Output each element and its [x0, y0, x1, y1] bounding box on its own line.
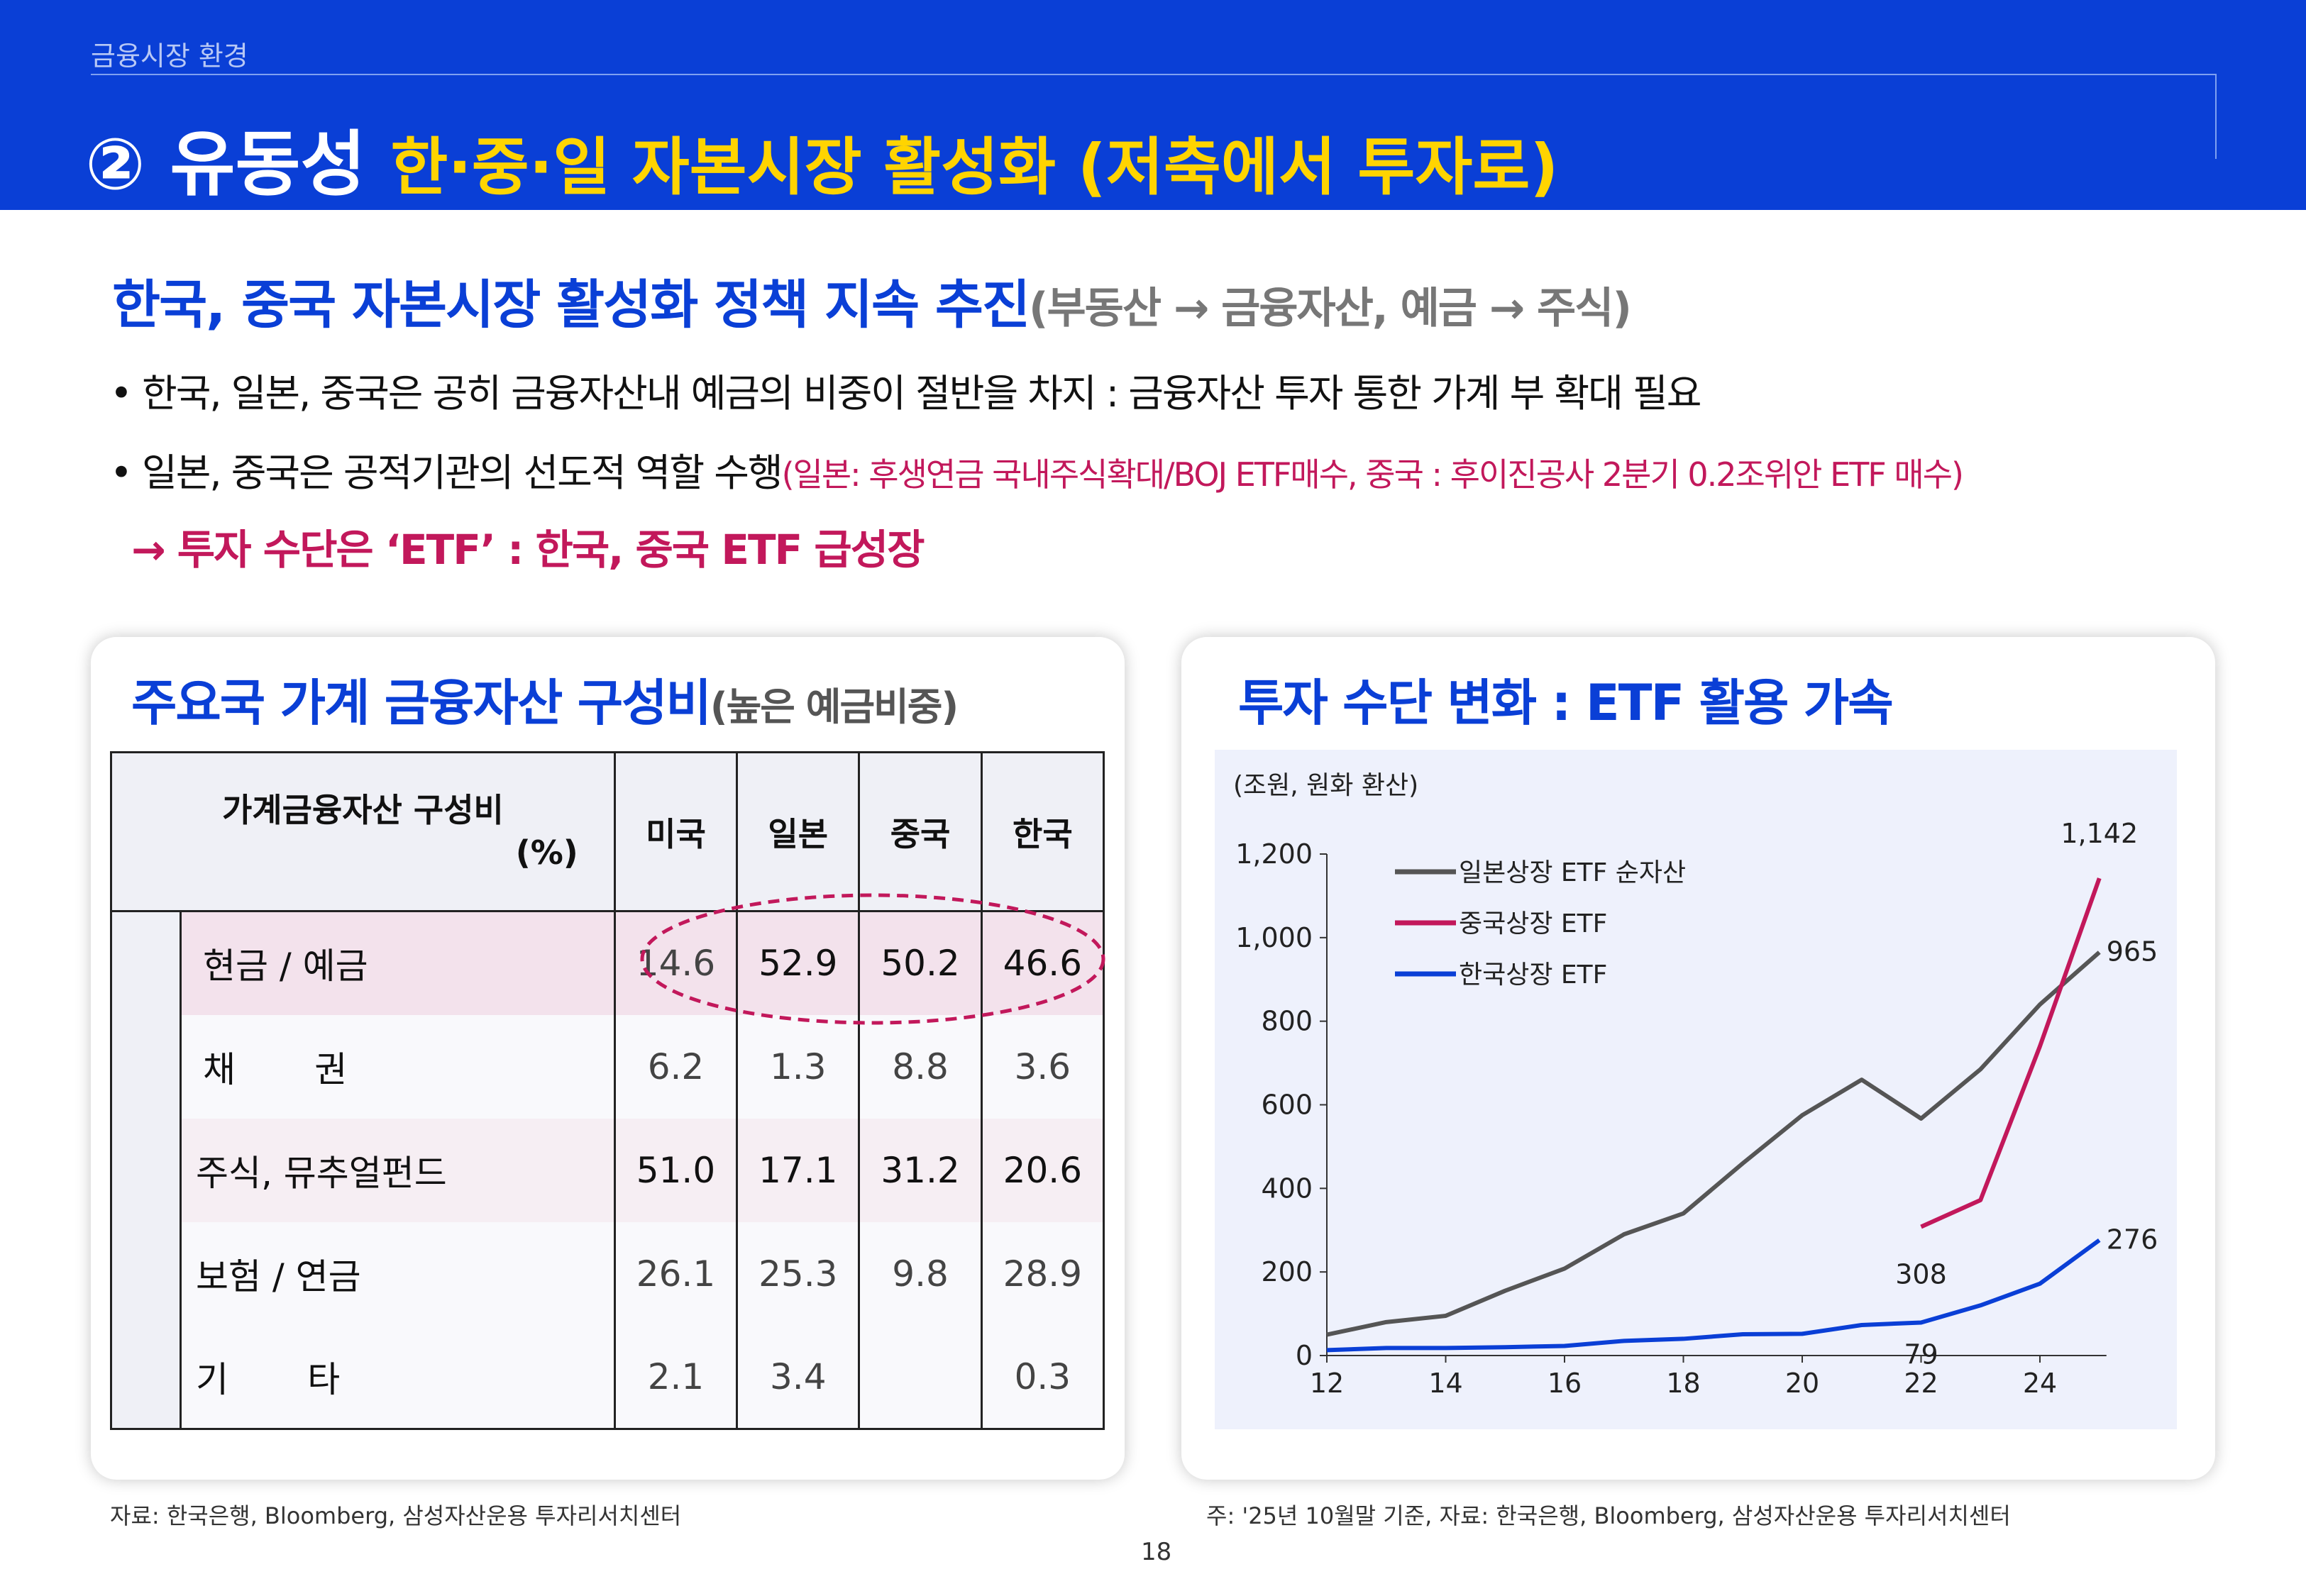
- annotation-korea-2022: 79: [1904, 1339, 1938, 1370]
- row-label: 기 타: [180, 1325, 616, 1430]
- headline-main: 한국, 중국 자본시장 활성화 정책 지속 추진: [112, 275, 1030, 336]
- x-tick-label: 12: [1310, 1368, 1344, 1399]
- title-main: 유동성: [170, 123, 366, 206]
- table-row: 보험 / 연금 26.1 25.3 9.8 28.9: [111, 1221, 1105, 1326]
- title-sub: 한·중·일 자본시장 활성화 (저축에서 투자로): [390, 131, 1559, 204]
- table-row: 현금 / 예금 14.6 52.9 50.2 46.6: [110, 910, 1105, 1430]
- cell: 46.6: [981, 911, 1105, 1015]
- cell: 3.6: [981, 1014, 1105, 1119]
- conclusion: → 투자 수단은 ‘ETF’ : 한국, 중국 ETF 급성장: [131, 526, 925, 574]
- cell: 8.8: [859, 1014, 983, 1119]
- header-divider: [91, 74, 2217, 75]
- table-row: 채 권 6.2 1.3 8.8 3.6: [111, 1014, 1105, 1119]
- page-title: ② 유동성 한·중·일 자본시장 활성화 (저축에서 투자로): [85, 106, 1559, 209]
- table-row: 기 타 2.1 3.4 0.3: [111, 1325, 1105, 1430]
- cell: 20.6: [981, 1118, 1105, 1222]
- series-line-1: [1920, 877, 2102, 1229]
- annotation-japan-2025: 965: [2107, 936, 2158, 967]
- right-source: 주: '25년 10월말 기준, 자료: 한국은행, Bloomberg, 삼성…: [1206, 1502, 2011, 1529]
- bullet-2-text: • 일본, 중국은 공적기관의 선도적 역할 수행: [110, 450, 783, 495]
- y-tick-label: 800: [1261, 1006, 1313, 1037]
- series-line-2: [1326, 1238, 2101, 1353]
- cell: 1.3: [737, 1014, 861, 1119]
- headline: 한국, 중국 자본시장 활성화 정책 지속 추진(부동산 → 금융자산, 예금 …: [112, 262, 1632, 338]
- title-number: ②: [85, 123, 145, 206]
- headline-note: (부동산 → 금융자산, 예금 → 주식): [1029, 284, 1632, 333]
- row-label: 현금 / 예금: [180, 911, 616, 1015]
- header-bar: [0, 0, 2306, 210]
- bullet-1: • 한국, 일본, 중국은 공히 금융자산내 예금의 비중이 절반을 차지 : …: [110, 371, 1701, 416]
- etf-line-chart: (조원, 원화 환산) 0 200 400 600 800 1,000 1,200 12 14 1…: [1215, 750, 2177, 1429]
- unit-label: (조원, 원화 환산): [1233, 771, 1418, 800]
- row-indent: [110, 910, 182, 1430]
- row-label: 보험 / 연금: [180, 1221, 616, 1326]
- table-row: 주식, 뮤추얼펀드 51.0 17.1 31.2 20.6: [111, 1118, 1105, 1222]
- left-source: 자료: 한국은행, Bloomberg, 삼성자산운용 투자리서치센터: [110, 1502, 682, 1529]
- x-tick-label: 16: [1548, 1368, 1582, 1399]
- x-tick-label: 14: [1428, 1368, 1462, 1399]
- asset-composition-table: 가계금융자산 구성비 (%) 미국 일본 중국 한국 현금 / 예금 14.6 5…: [110, 751, 1105, 1430]
- y-tick-label: 200: [1261, 1256, 1313, 1287]
- cell: 31.2: [859, 1118, 983, 1222]
- y-tick-label: 600: [1261, 1090, 1313, 1121]
- y-tick-label: 0: [1296, 1340, 1313, 1371]
- col-header: 중국: [858, 751, 983, 912]
- cell: 50.2: [859, 911, 983, 1015]
- cell: 25.3: [737, 1221, 861, 1326]
- x-tick-label: 20: [1785, 1368, 1819, 1399]
- col-header: 일본: [736, 751, 861, 912]
- y-tick-label: 1,200: [1235, 838, 1313, 870]
- table-corner: 가계금융자산 구성비 (%): [110, 751, 616, 912]
- header-divider-vertical: [2215, 74, 2217, 159]
- cell: 2.1: [614, 1325, 739, 1430]
- legend-label: 중국상장 ETF: [1459, 909, 1607, 938]
- annotation-china-2025: 1,142: [2060, 818, 2138, 849]
- cell: 3.4: [737, 1325, 861, 1430]
- cell: 6.2: [614, 1014, 739, 1119]
- corner-line1: 가계금융자산 구성비: [221, 790, 504, 829]
- x-tick-label: 22: [1904, 1368, 1938, 1399]
- bullet-2-note: (일본: 후생연금 국내주식확대/BOJ ETF매수, 중국 : 후이진공사 2…: [781, 455, 1964, 494]
- bullet-2: • 일본, 중국은 공적기관의 선도적 역할 수행(일본: 후생연금 국내주식확…: [110, 441, 1964, 497]
- page-number: 18: [1141, 1538, 1172, 1566]
- annotation-china-2022: 308: [1895, 1259, 1947, 1290]
- series-line-0: [1326, 951, 2101, 1337]
- y-tick-label: 400: [1261, 1173, 1313, 1204]
- col-header: 미국: [613, 751, 739, 912]
- cell: 0.3: [981, 1325, 1105, 1430]
- left-title-text: 주요국 가계 금융자산 구성비: [131, 674, 712, 732]
- y-tick-label: 1,000: [1235, 922, 1313, 953]
- cell: 17.1: [737, 1118, 861, 1222]
- legend-label: 일본상장 ETF 순자산: [1459, 858, 1686, 887]
- cell: 51.0: [614, 1118, 739, 1222]
- cell: 52.9: [737, 911, 861, 1015]
- x-tick-label: 18: [1666, 1368, 1700, 1399]
- annotation-korea-2025: 276: [2107, 1224, 2158, 1255]
- right-panel-title: 투자 수단 변화 : ETF 활용 가속: [1238, 674, 1894, 732]
- cell: [859, 1325, 983, 1430]
- corner-line2: (%): [515, 833, 578, 872]
- left-title-note: (높은 예금비중): [710, 685, 959, 729]
- chart-background: [1215, 750, 2177, 1429]
- x-tick-label: 24: [2023, 1368, 2057, 1399]
- cell: 28.9: [981, 1221, 1105, 1326]
- left-panel-title: 주요국 가계 금융자산 구성비(높은 예금비중): [131, 663, 959, 735]
- cell: 26.1: [614, 1221, 739, 1326]
- cell: 14.6: [614, 911, 739, 1015]
- cell: 9.8: [859, 1221, 983, 1326]
- row-label: 채 권: [180, 1014, 616, 1119]
- row-label: 주식, 뮤추얼펀드: [180, 1118, 616, 1222]
- legend-label: 한국상장 ETF: [1459, 960, 1607, 990]
- section-label: 금융시장 환경: [91, 40, 248, 72]
- col-header: 한국: [980, 751, 1105, 912]
